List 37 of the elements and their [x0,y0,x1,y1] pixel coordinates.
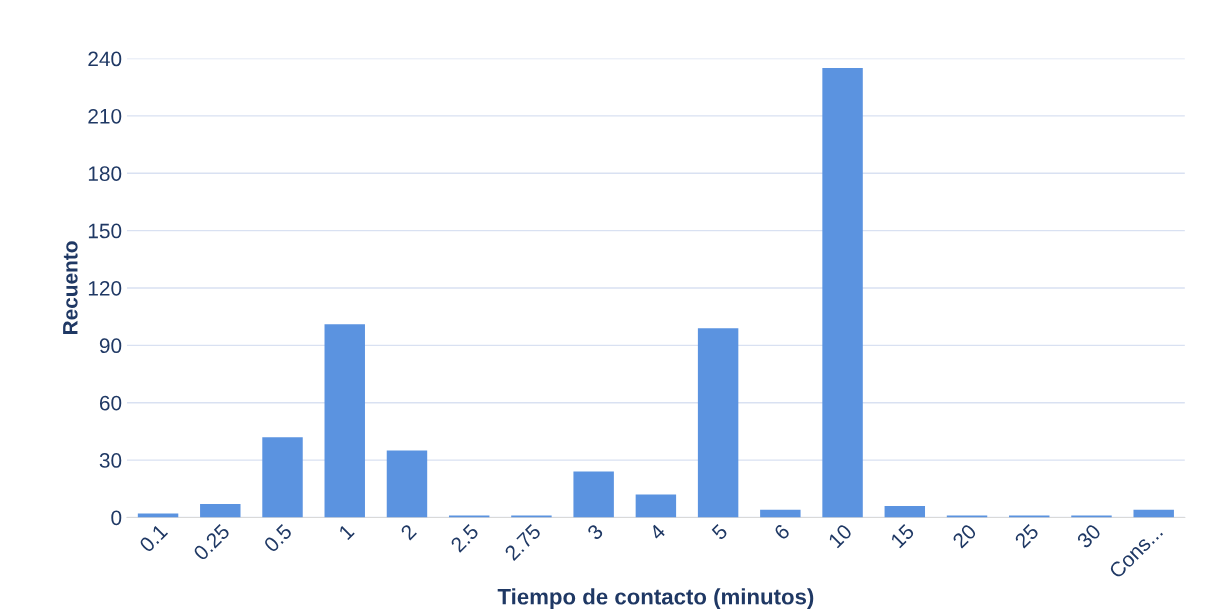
bar [386,450,428,518]
bar [635,494,677,518]
x-tick-label: 0.25 [192,523,231,562]
y-axis-title: Recuento [63,241,78,335]
x-tick-label: 10 [827,523,853,549]
x-tick-label: 15 [890,523,915,549]
x-tick-label: 30 [1076,523,1102,549]
bar [697,328,739,518]
x-tick-label: 1 [338,523,355,541]
x-tick-label: 0.1 [138,523,169,554]
x-tick-label: 5 [711,523,729,541]
y-tick-label: 30 [99,453,122,468]
x-axis-title: Tiempo de contacto (minutos) [497,588,814,609]
x-tick-label: 25 [1014,523,1040,549]
y-tick-label: 180 [88,166,122,181]
y-tick-label: 60 [99,395,122,411]
y-tick-label: 150 [88,223,122,239]
x-tick-label: 3 [586,523,604,541]
x-tick-label: 20 [951,523,978,549]
x-tick-label: 2.5 [449,523,480,553]
y-tick-label: 0 [111,510,122,526]
y-tick-label: 120 [88,280,122,296]
bar [884,505,926,518]
bar [822,68,863,518]
y-tick-label: 90 [99,338,122,354]
bar [760,509,801,518]
y-tick-label: 210 [88,108,122,124]
x-tick-label: 4 [648,523,667,541]
bar [1133,509,1174,518]
bar [573,471,614,518]
bar [262,437,303,518]
bar [200,504,241,518]
bar [324,324,365,518]
x-tick-label: 0.5 [263,523,293,554]
y-tick-label: 240 [88,51,122,67]
x-tick-label: 2 [399,523,417,541]
x-tick-label: 6 [773,523,791,541]
